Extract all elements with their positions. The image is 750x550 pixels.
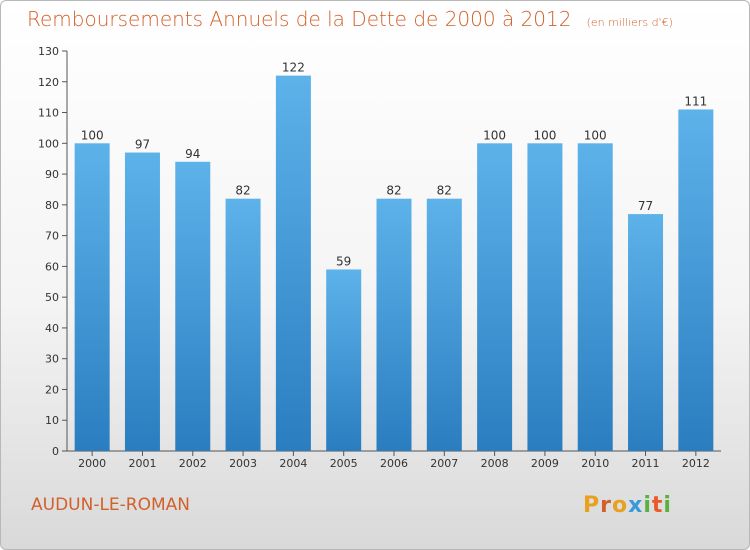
chart-unit: (en milliers d'€) — [586, 16, 673, 29]
x-tick-label: 2000 — [78, 457, 106, 470]
x-tick-label: 2007 — [430, 457, 458, 470]
bar — [74, 143, 110, 452]
bar — [275, 75, 311, 451]
data-label: 100 — [584, 128, 607, 142]
bar — [426, 198, 462, 451]
bar — [376, 198, 412, 451]
bar — [124, 152, 160, 452]
data-label: 100 — [483, 128, 506, 142]
bar — [628, 214, 664, 451]
y-tick-label: 90 — [45, 168, 59, 181]
proxiti-logo[interactable]: Proxiti — [583, 493, 672, 518]
bar — [477, 143, 513, 452]
y-tick-label: 40 — [45, 322, 59, 335]
x-tick-label: 2008 — [481, 457, 509, 470]
logo-letter: P — [583, 493, 601, 518]
y-tick-label: 0 — [52, 445, 59, 458]
data-label: 82 — [386, 184, 401, 198]
y-tick-label: 60 — [45, 260, 59, 273]
x-tick-label: 2006 — [380, 457, 408, 470]
logo-letter: r — [600, 493, 612, 518]
y-tick-label: 110 — [38, 107, 59, 120]
data-label: 111 — [684, 94, 707, 108]
chart-title-block: Remboursements Annuels de la Dette de 20… — [27, 7, 673, 31]
logo-letter: x — [628, 493, 644, 518]
x-tick-label: 2004 — [279, 457, 307, 470]
x-tick-label: 2010 — [581, 457, 609, 470]
data-label: 77 — [638, 199, 653, 213]
chart-title: Remboursements Annuels de la Dette de 20… — [27, 7, 572, 31]
logo-letter: t — [651, 493, 664, 518]
x-tick-label: 2009 — [531, 457, 559, 470]
y-tick-label: 50 — [45, 291, 59, 304]
data-label: 97 — [135, 138, 150, 152]
logo-letter: i — [663, 493, 672, 518]
x-tick-label: 2002 — [179, 457, 207, 470]
bar — [326, 269, 362, 451]
commune-name: AUDUN-LE-ROMAN — [31, 495, 191, 515]
y-tick-label: 30 — [45, 353, 59, 366]
bar — [175, 161, 211, 451]
data-label: 100 — [81, 128, 104, 142]
logo-letter: i — [643, 493, 652, 518]
chart-axes: 0 10 20 30 40 50 60 70 80 90 100 110 120 130 2000 2001 2… — [38, 45, 721, 470]
bar — [527, 143, 563, 452]
bar — [678, 109, 714, 451]
data-label: 82 — [437, 184, 452, 198]
bar — [225, 198, 261, 451]
x-tick-label: 2005 — [330, 457, 358, 470]
data-label: 100 — [533, 128, 556, 142]
data-label: 82 — [235, 184, 250, 198]
y-tick-label: 10 — [45, 414, 59, 427]
logo-letter: o — [611, 493, 629, 518]
x-tick-label: 2011 — [632, 457, 660, 470]
y-tick-label: 120 — [38, 76, 59, 89]
y-tick-label: 80 — [45, 199, 59, 212]
data-label: 122 — [282, 61, 305, 75]
y-tick-label: 100 — [38, 137, 59, 150]
y-tick-label: 70 — [45, 230, 59, 243]
data-label: 94 — [185, 147, 200, 161]
x-tick-label: 2001 — [128, 457, 156, 470]
y-tick-label: 130 — [38, 45, 59, 58]
chart-bars: 100 97 94 82 122 59 82 82 100 100 100 77 111 — [74, 61, 714, 452]
bar — [577, 143, 613, 452]
data-label: 59 — [336, 254, 351, 268]
y-tick-label: 20 — [45, 383, 59, 396]
x-tick-label: 2003 — [229, 457, 257, 470]
x-tick-label: 2012 — [682, 457, 710, 470]
